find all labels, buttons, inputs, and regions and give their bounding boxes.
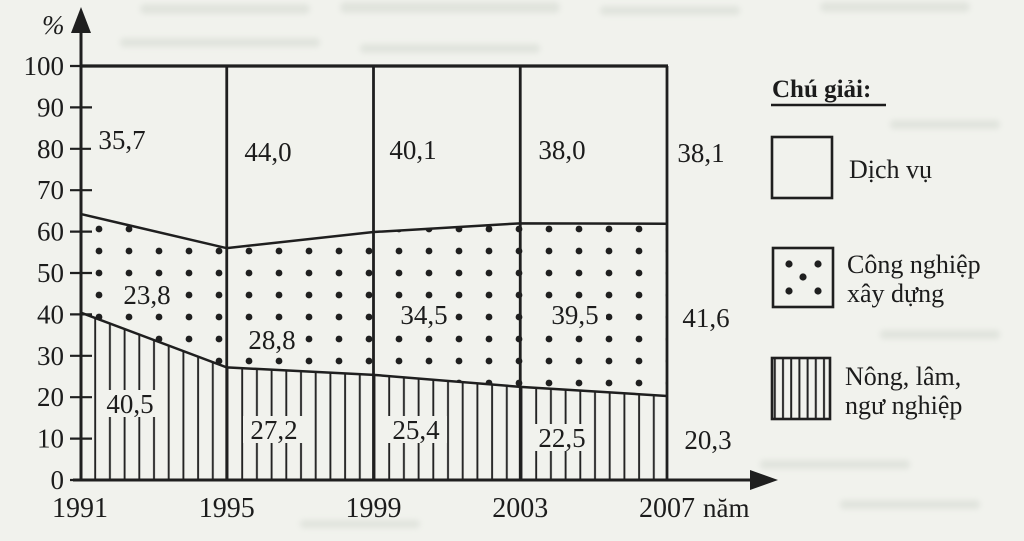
x-axis-arrow-icon [750, 470, 778, 490]
x-tick-label: 1991 [52, 493, 108, 524]
value-label-backing [531, 424, 593, 451]
value-label: 22,5 [538, 423, 585, 453]
y-tick-label: 30 [37, 341, 64, 371]
y-tick-label: 50 [37, 258, 64, 288]
value-label-backing [99, 390, 161, 417]
value-label: 25,4 [392, 415, 440, 445]
value-label: 39,5 [551, 300, 598, 330]
value-label: 28,8 [248, 325, 295, 355]
y-tick-label: 90 [37, 92, 64, 122]
value-label: 20,3 [684, 425, 731, 455]
y-axis-unit-label: % [42, 10, 65, 40]
axes [71, 7, 778, 490]
value-label: 44,0 [244, 137, 291, 167]
value-label: 40,1 [389, 135, 436, 165]
y-tick-label: 60 [37, 217, 64, 247]
value-label: 40,5 [106, 389, 153, 419]
x-tick-label: 1995 [199, 493, 255, 524]
legend-label-cong-nghiep-line2: xây dựng [847, 279, 944, 308]
value-label: 41,6 [682, 303, 729, 333]
value-label: 27,2 [250, 415, 297, 445]
y-axis-ticks: 0 10 20 30 40 50 60 70 80 90 100 [24, 51, 92, 495]
value-label-backing [544, 301, 606, 328]
value-label-backing [677, 426, 739, 453]
value-label-backing [670, 139, 732, 166]
value-label: 34,5 [400, 300, 447, 330]
y-tick-label: 80 [37, 134, 64, 164]
year-separator-lines [225, 66, 669, 480]
x-axis-labels: 1991 1995 1999 2003 2007 [52, 493, 695, 524]
legend-label-dich-vu: Dịch vụ [849, 155, 932, 184]
value-label: 38,0 [538, 135, 585, 165]
y-tick-label: 0 [51, 465, 65, 495]
value-label: 35,7 [98, 125, 145, 155]
x-tick-label: 2007 [639, 493, 695, 524]
legend-title: Chú giải: [772, 76, 871, 103]
legend-label-nong-lam-line2: ngư nghiệp [845, 391, 962, 420]
y-tick-label: 100 [24, 51, 65, 81]
x-tick-label: 2003 [492, 493, 548, 524]
y-tick-label: 70 [37, 175, 64, 205]
legend-label-cong-nghiep-line1: Công nghiệp [847, 250, 981, 279]
y-tick-label: 20 [37, 382, 64, 412]
x-tick-label: 1999 [346, 493, 402, 524]
value-label-backing [243, 416, 305, 443]
value-label-backing [531, 136, 593, 163]
y-tick-label: 10 [37, 424, 64, 454]
value-label: 23,8 [123, 280, 170, 310]
x-axis-unit-label: năm [703, 493, 750, 523]
value-label-backing [675, 304, 737, 331]
value-label-backing [385, 416, 447, 443]
value-label-backing [116, 281, 178, 308]
legend-label-nong-lam-line1: Nông, lâm, [845, 362, 961, 391]
value-label-backing [241, 326, 303, 353]
legend-swatch-dots-icon [785, 260, 822, 295]
value-label-backing [382, 136, 444, 163]
legend-swatch-nong-lam [770, 356, 832, 421]
y-axis-arrow-icon [71, 7, 91, 33]
legend: Chú giải: Dịch vụ Công nghiệp xây dựng N… [770, 76, 981, 421]
value-label: 38,1 [677, 138, 724, 168]
y-tick-label: 40 [37, 299, 64, 329]
value-label-backing [91, 126, 153, 153]
data-value-labels: 40,5 27,2 25,4 22,5 20,3 23,8 28,8 34,5 39,5 41,6… [91, 125, 739, 455]
legend-swatch-dich-vu [770, 135, 834, 200]
value-label-backing [393, 301, 455, 328]
value-label-backing [237, 138, 299, 165]
